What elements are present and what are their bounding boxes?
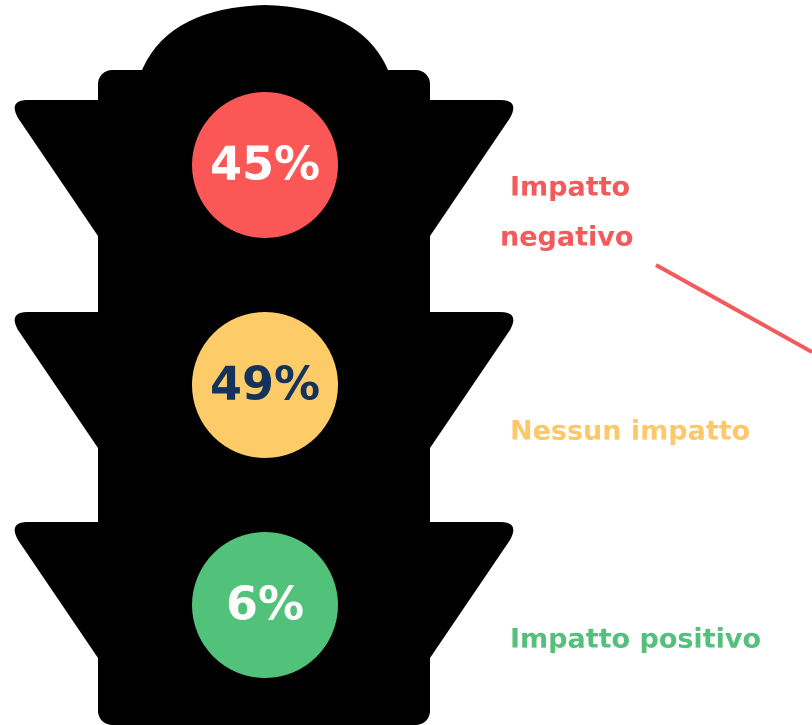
wing-left [14, 312, 99, 448]
wing-right [430, 312, 514, 448]
light-label: Nessun impatto [510, 416, 750, 447]
wing-right [430, 100, 514, 236]
light-top [140, 5, 390, 75]
light [192, 312, 338, 458]
light [192, 92, 338, 238]
light-value: 6% [226, 577, 304, 631]
light-label: negativo [500, 222, 633, 253]
wing-left [14, 522, 99, 658]
light-label: Impatto [510, 172, 630, 203]
pointer-line [655, 263, 812, 354]
wing-right [430, 522, 514, 658]
lights: 45% Impatto negativo 49% Nessun impatto 6% Imp… [192, 92, 761, 678]
light-value: 49% [210, 357, 320, 411]
light-value: 45% [210, 137, 320, 191]
light [192, 532, 338, 678]
wing-left [14, 100, 99, 236]
light-label: Impatto positivo [510, 624, 761, 655]
